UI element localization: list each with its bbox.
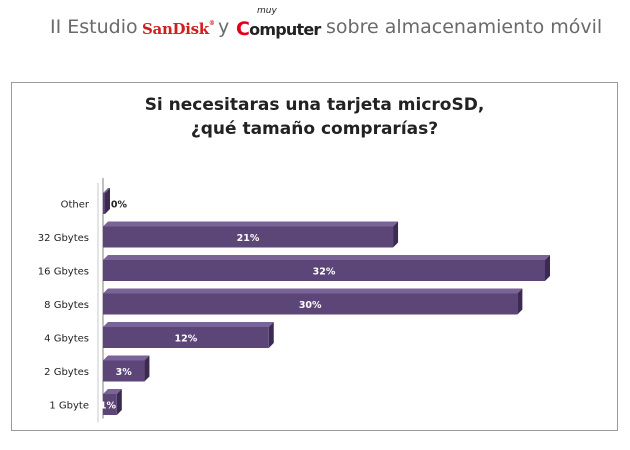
data-label: 12% (175, 334, 198, 345)
bar (103, 260, 545, 281)
bar (103, 226, 394, 248)
bar (103, 327, 269, 348)
chart-frame (11, 82, 618, 431)
data-label: 30% (299, 300, 322, 311)
data-label: 1% (100, 401, 117, 412)
bar (103, 360, 145, 382)
sandisk-logo: SanDisk® (142, 20, 215, 38)
category-label: 1 Gbyte (49, 401, 89, 412)
bar-side (517, 288, 523, 315)
category-label: Other (61, 200, 90, 211)
header-conjunction: y (218, 16, 230, 38)
header-prefix: II Estudio (50, 16, 138, 38)
bar-top (103, 355, 150, 361)
bar-side (268, 322, 274, 348)
bar (103, 293, 518, 315)
category-label: 2 Gbytes (44, 367, 89, 378)
bar-side (545, 255, 550, 281)
data-label: 32% (313, 267, 336, 278)
bar-side (105, 188, 110, 214)
page-header: II Estudio SanDisk® y muy Computer sobre… (0, 0, 630, 62)
bar (103, 193, 105, 214)
bar-top (103, 322, 274, 327)
data-label: 3% (116, 367, 133, 378)
category-label: 8 Gbytes (44, 300, 89, 311)
bar-side (144, 355, 150, 382)
bar-side (116, 389, 122, 415)
muycomputer-logo: muy Computer (236, 6, 321, 40)
data-label: 0% (111, 200, 128, 211)
category-label: 16 Gbytes (38, 267, 89, 278)
category-label: 4 Gbytes (44, 334, 89, 345)
data-label: 21% (237, 233, 260, 244)
chart-title: Si necesitaras una tarjeta microSD, ¿qué… (144, 95, 485, 139)
bar-side (393, 221, 399, 248)
bar-top (103, 255, 550, 260)
bar-top (103, 188, 110, 193)
bar (103, 394, 117, 415)
bar-top (103, 288, 523, 294)
bar-top (103, 389, 122, 394)
bar-top (103, 221, 399, 227)
header-suffix: sobre almacenamiento móvil (326, 16, 603, 38)
category-label: 32 Gbytes (38, 233, 89, 244)
